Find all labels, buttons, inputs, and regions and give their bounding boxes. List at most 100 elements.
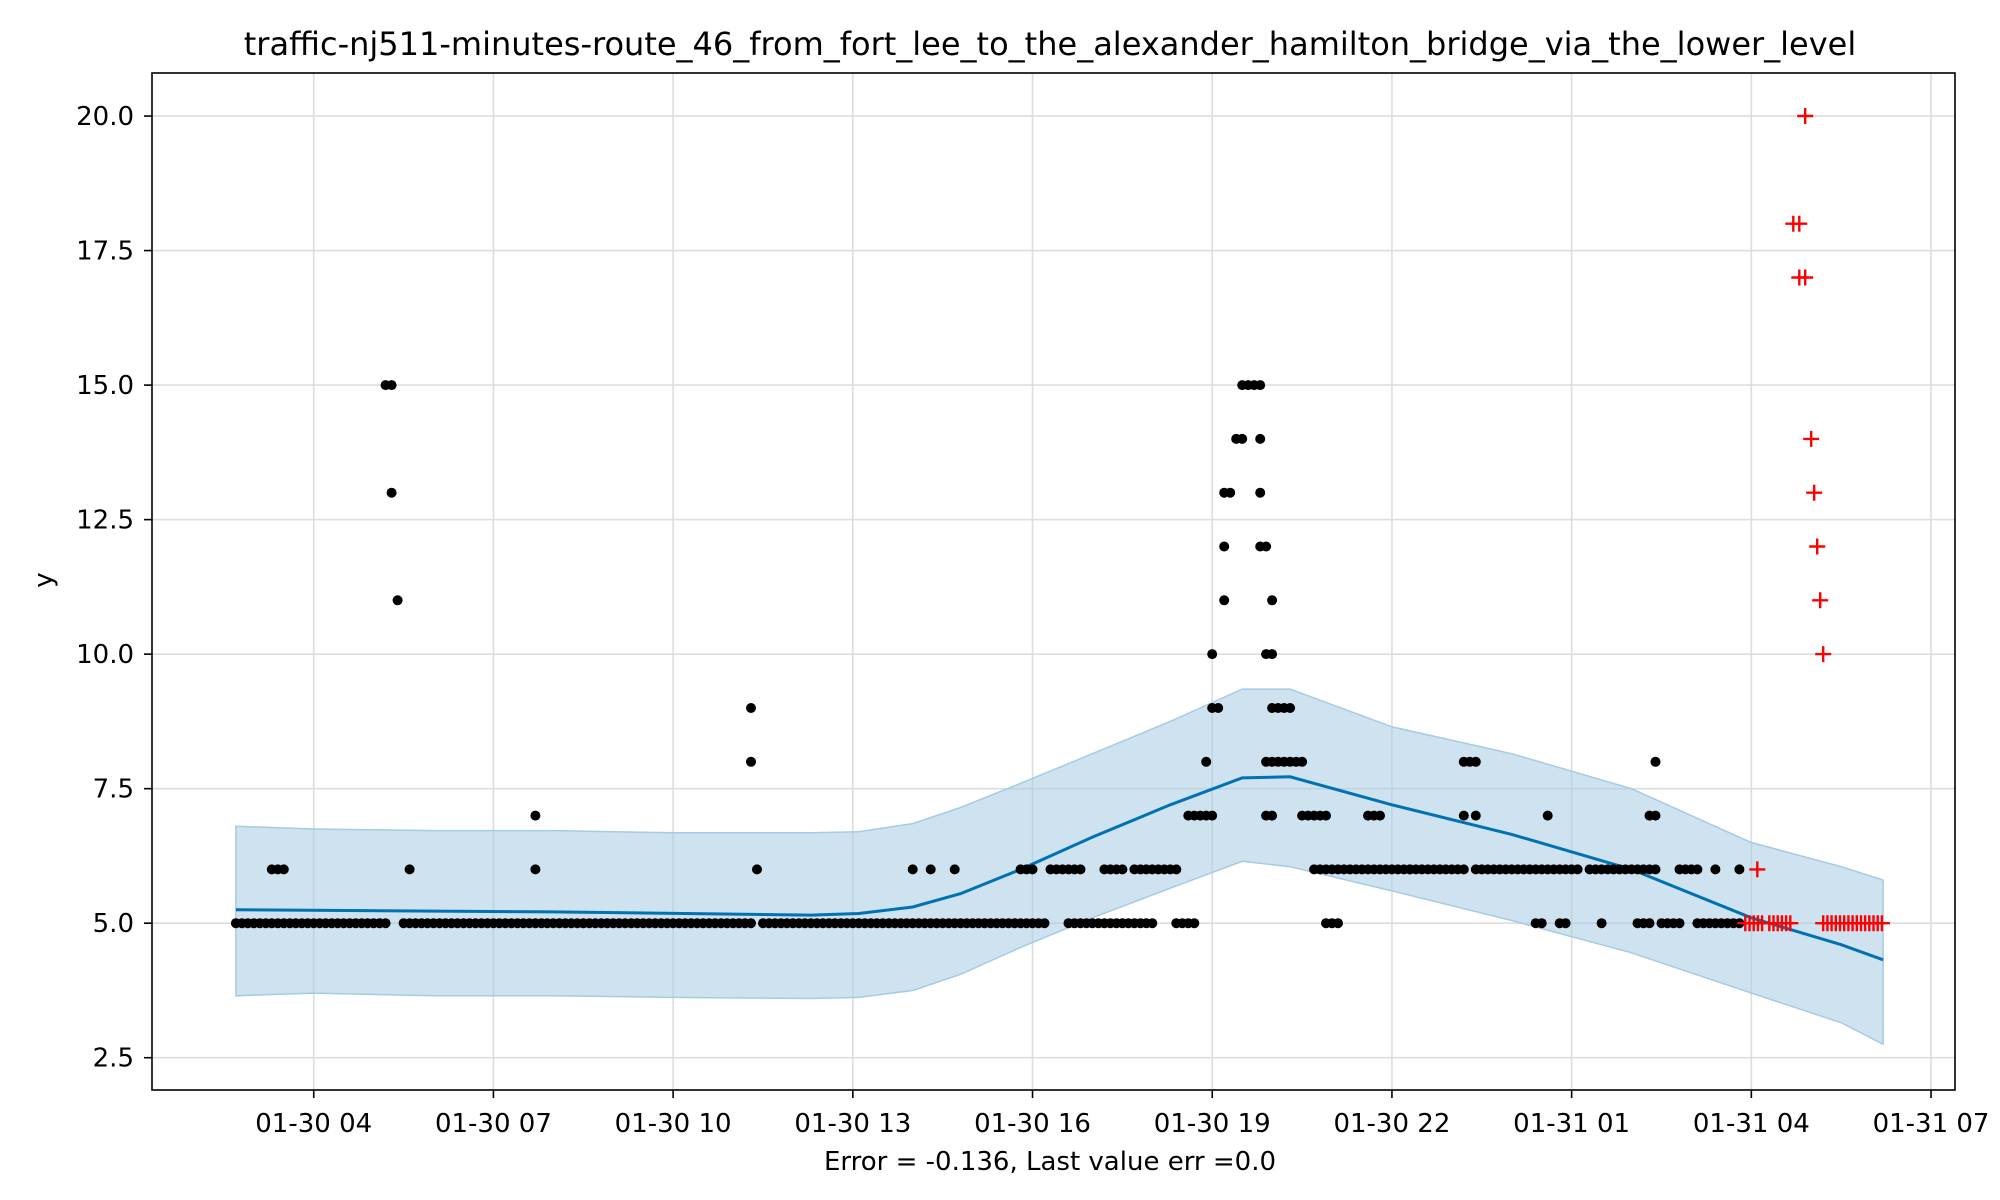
observed-point — [1261, 541, 1272, 552]
observed-point — [1189, 918, 1200, 929]
observed-point — [1644, 918, 1655, 929]
observed-point — [746, 703, 756, 713]
observed-point — [746, 918, 756, 929]
forecast-line — [235, 775, 1884, 962]
y-axis: 2.5 5.0 7.5 10.0 12.5 15.0 17.5 20.0 — [76, 102, 152, 1074]
x-tick-label: 01-31 01 — [1513, 1109, 1630, 1139]
observed-point — [1255, 380, 1266, 391]
observed-point — [1692, 864, 1703, 875]
observed-point — [1470, 756, 1481, 767]
observed-point — [1297, 756, 1308, 767]
observed-point — [1237, 433, 1248, 444]
x-tick-label: 01-30 22 — [1333, 1109, 1450, 1139]
observed-point — [1075, 864, 1086, 875]
observed-point — [1207, 649, 1218, 660]
observed-point — [1171, 864, 1182, 875]
holdout-point — [1873, 915, 1890, 932]
observed-point — [1267, 649, 1278, 660]
y-tick-label: 10.0 — [76, 640, 134, 670]
x-tick-label: 01-30 10 — [615, 1109, 732, 1139]
observed-point — [1267, 810, 1278, 821]
x-axis: 01-30 04 01-30 07 01-30 10 01-30 13 01-30 16… — [255, 1090, 1989, 1139]
y-tick-label: 5.0 — [93, 909, 134, 939]
y-tick-label: 7.5 — [93, 775, 134, 805]
observed-point — [1243, 380, 1254, 391]
observed-point — [1267, 595, 1278, 606]
observed-point — [1039, 918, 1050, 929]
observed-point — [1333, 918, 1343, 929]
observed-point — [907, 864, 918, 875]
observed-point — [1285, 703, 1296, 713]
observed-point — [1536, 918, 1547, 929]
observed-point — [1458, 864, 1469, 875]
observed-point — [1458, 810, 1469, 821]
holdout-point — [1809, 538, 1826, 555]
x-tick-label: 01-31 04 — [1693, 1109, 1810, 1139]
observed-point — [278, 864, 289, 875]
observed-point — [386, 380, 397, 391]
observed-point — [530, 864, 541, 875]
x-tick-label: 01-30 07 — [435, 1109, 552, 1139]
forecast-line-path — [235, 775, 1884, 962]
observed-point — [1147, 918, 1158, 929]
observed-point — [392, 595, 403, 606]
holdout-points — [1737, 108, 1890, 932]
observed-point — [1650, 756, 1661, 767]
observed-point — [1470, 810, 1481, 821]
observed-point — [752, 864, 762, 875]
observed-point — [1219, 541, 1230, 552]
y-tick-label: 20.0 — [76, 102, 134, 132]
chart-title: traffic-nj511-minutes-route_46_from_fort… — [244, 25, 1857, 63]
holdout-point — [1782, 915, 1799, 932]
holdout-point — [1797, 269, 1814, 286]
observed-point — [1255, 487, 1266, 498]
x-tick-label: 01-30 13 — [794, 1109, 911, 1139]
observed-point — [1650, 810, 1661, 821]
x-tick-label: 01-30 19 — [1154, 1109, 1271, 1139]
holdout-point — [1749, 861, 1766, 878]
observed-point — [1267, 703, 1278, 713]
observed-point — [1027, 864, 1038, 875]
observed-point — [1225, 487, 1236, 498]
y-tick-label: 12.5 — [76, 506, 134, 536]
observed-point — [1219, 595, 1230, 606]
plot-frame — [151, 72, 1956, 1091]
y-axis-label: y — [29, 572, 59, 587]
observed-point — [404, 864, 415, 875]
observed-point — [1213, 703, 1224, 713]
observed-point — [1201, 756, 1212, 767]
observed-point — [1596, 918, 1607, 929]
observed-points — [230, 380, 1745, 929]
observed-point — [746, 756, 756, 767]
holdout-point — [1803, 430, 1820, 447]
holdout-point — [1797, 108, 1814, 124]
observed-point — [1375, 810, 1385, 821]
y-tick-label: 15.0 — [76, 371, 134, 401]
observed-point — [1560, 918, 1571, 929]
holdout-point — [1791, 215, 1808, 232]
x-tick-label: 01-30 16 — [974, 1109, 1091, 1139]
observed-point — [1255, 433, 1266, 444]
observed-point — [1542, 810, 1553, 821]
observed-point — [1321, 810, 1331, 821]
holdout-point — [1812, 592, 1829, 609]
x-axis-label: Error = -0.136, Last value err =0.0 — [824, 1147, 1276, 1177]
observed-point — [380, 918, 391, 929]
observed-point — [1734, 864, 1745, 875]
observed-point — [386, 487, 397, 498]
x-tick-label: 01-31 07 — [1873, 1109, 1990, 1139]
observed-point — [1572, 864, 1583, 875]
observed-point — [1650, 864, 1661, 875]
observed-point — [530, 810, 541, 821]
y-tick-label: 17.5 — [76, 237, 134, 267]
holdout-point — [1815, 646, 1832, 663]
x-tick-label: 01-30 04 — [255, 1109, 372, 1139]
observed-point — [1207, 810, 1218, 821]
observed-point — [1117, 864, 1128, 875]
observed-point — [925, 864, 936, 875]
observed-point — [1674, 918, 1685, 929]
observed-point — [949, 864, 960, 875]
observed-point — [1710, 864, 1721, 875]
holdout-point — [1806, 484, 1823, 501]
